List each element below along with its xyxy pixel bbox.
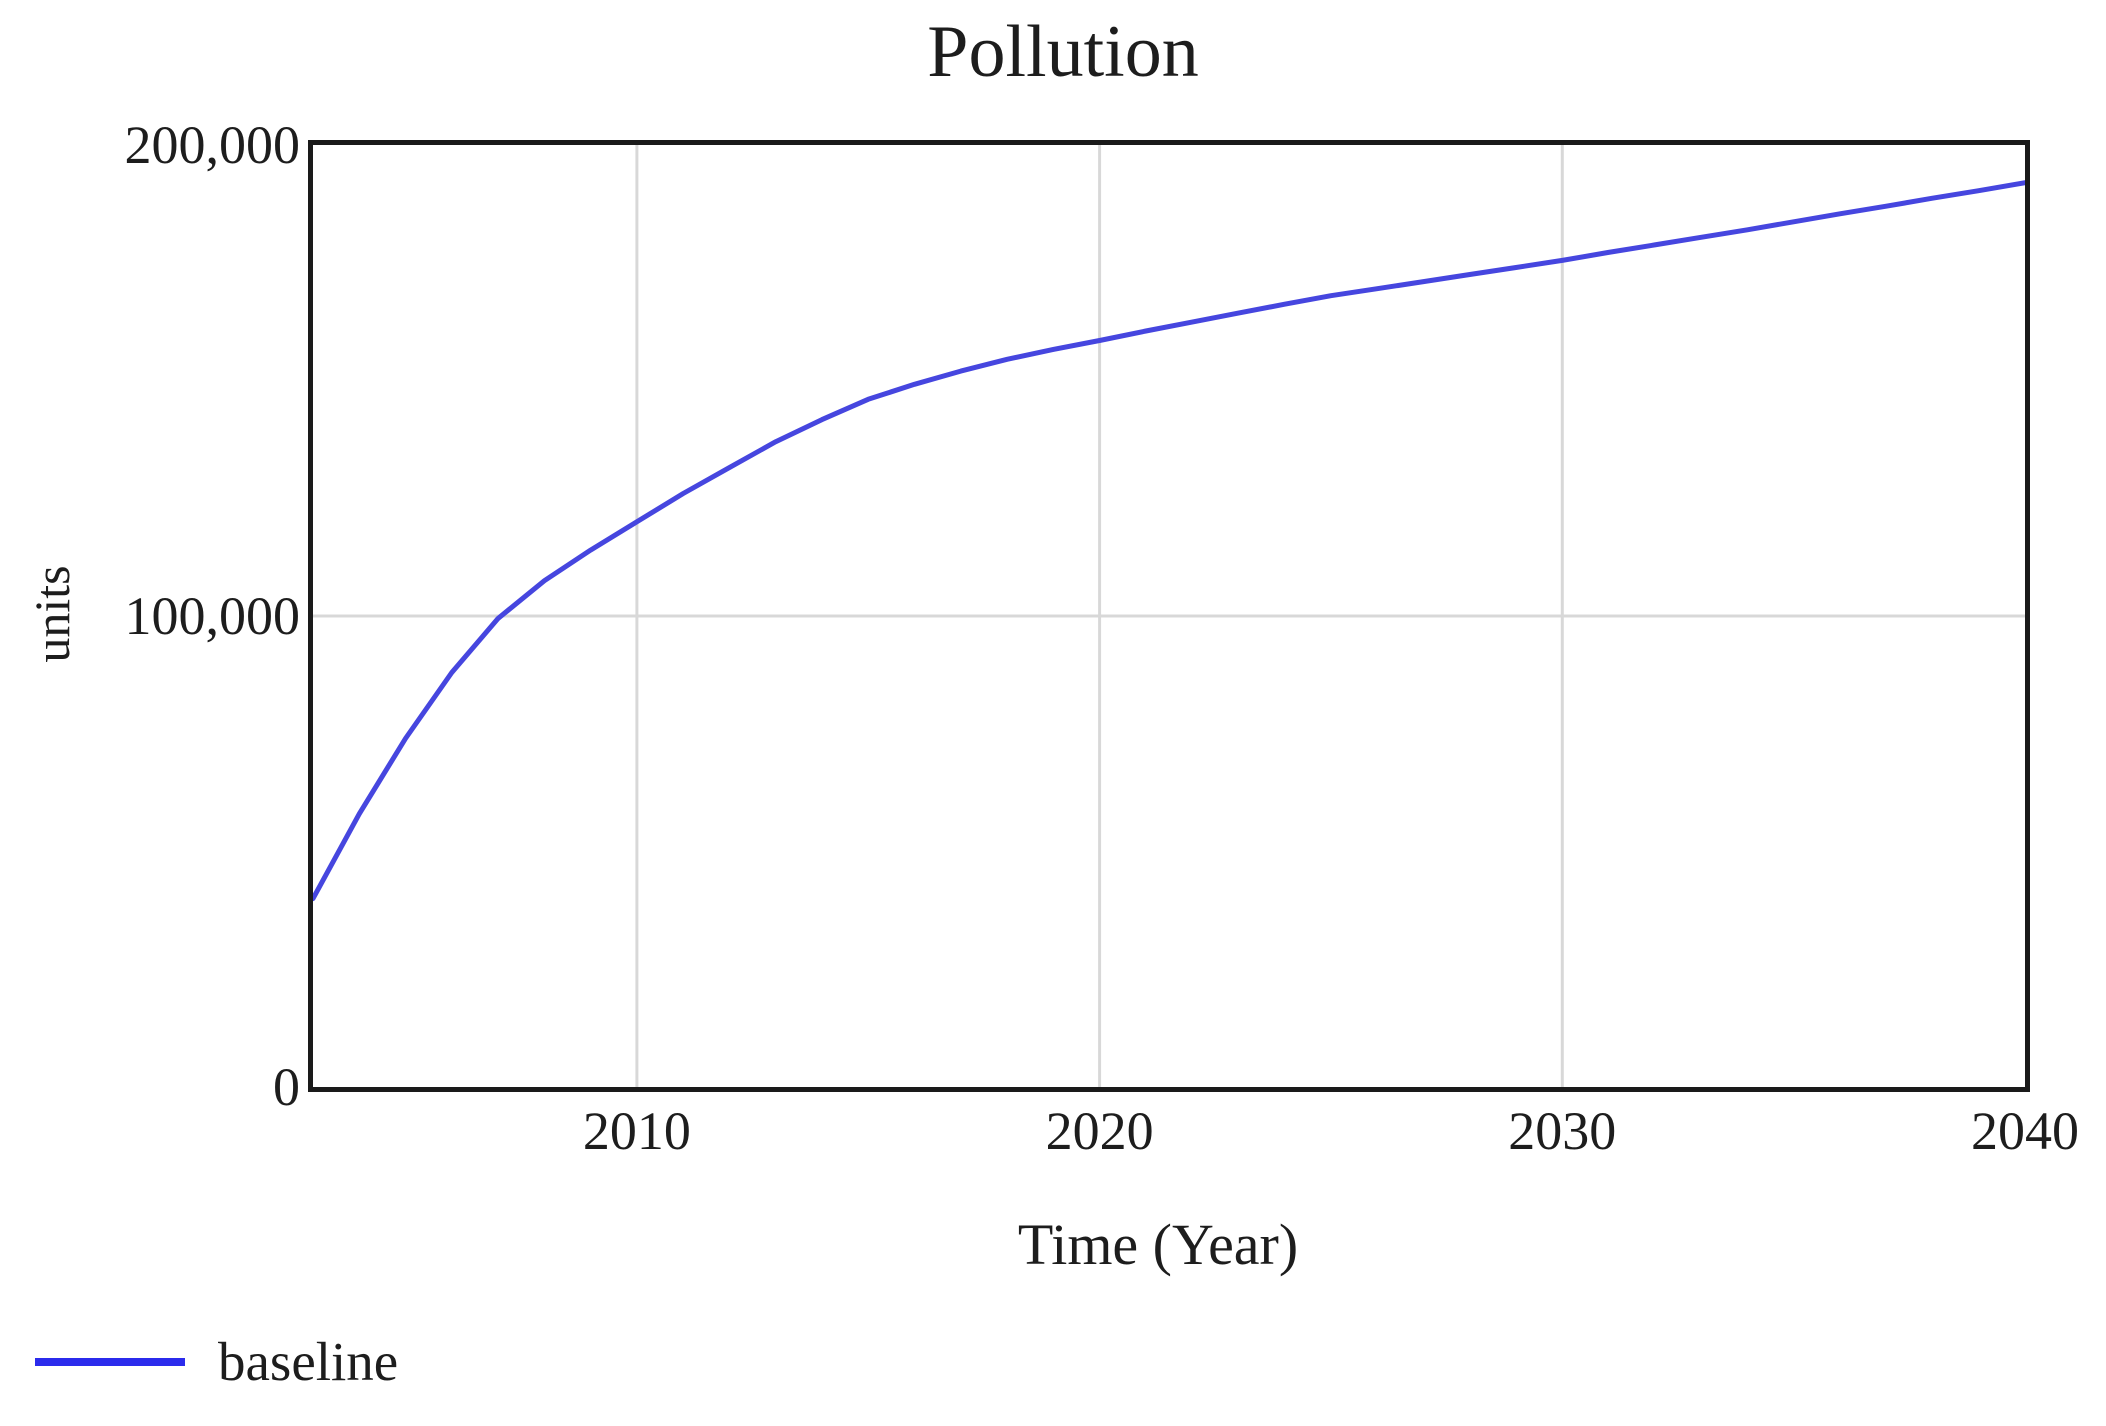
x-tick-label: 2010	[582, 1101, 691, 1161]
x-tick-label: 2030	[1508, 1101, 1617, 1161]
y-axis-label: units	[24, 565, 80, 663]
legend-item-label: baseline	[218, 1331, 399, 1392]
legend-line-swatch	[35, 1358, 185, 1366]
x-tick-label: 2040	[1971, 1101, 2079, 1161]
y-tick-label: 100,000	[124, 586, 301, 646]
plot-area	[308, 140, 2030, 1092]
plot-canvas	[313, 145, 2025, 1087]
chart-title: Pollution	[927, 11, 1199, 93]
x-tick-label: 2020	[1045, 1101, 1154, 1161]
y-tick-label: 0	[273, 1057, 300, 1117]
legend: baseline	[0, 1326, 700, 1406]
y-tick-label: 200,000	[124, 115, 301, 175]
x-axis-label: Time (Year)	[1017, 1212, 1299, 1277]
